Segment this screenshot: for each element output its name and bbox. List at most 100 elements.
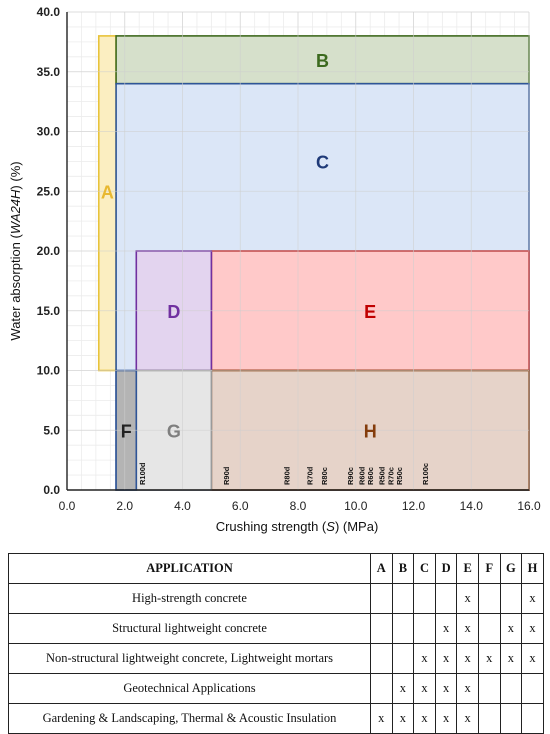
y-tick-label: 20.0 bbox=[37, 244, 61, 258]
application-mark: x bbox=[434, 613, 458, 644]
application-mark bbox=[499, 673, 523, 704]
application-mark bbox=[477, 703, 501, 734]
x-tick-label: 6.0 bbox=[232, 499, 249, 513]
application-name: Structural lightweight concrete bbox=[8, 613, 371, 644]
table-row: Structural lightweight concrete x x x x bbox=[8, 613, 544, 644]
application-mark: x bbox=[456, 583, 479, 614]
application-mark: x bbox=[434, 673, 458, 704]
x-tick-label: 8.0 bbox=[290, 499, 307, 513]
region-a bbox=[97, 35, 117, 372]
y-tick-label: 35.0 bbox=[37, 65, 61, 79]
x-tick-label: 16.0 bbox=[517, 499, 541, 513]
header-d: D bbox=[434, 553, 458, 584]
x-tick-label: 14.0 bbox=[460, 499, 484, 513]
application-mark bbox=[413, 613, 436, 644]
sample-label: R90c bbox=[346, 467, 355, 485]
x-tick-label: 4.0 bbox=[174, 499, 191, 513]
y-tick-label: 30.0 bbox=[37, 125, 61, 139]
application-mark bbox=[477, 613, 501, 644]
table-body: High-strength concrete x x Structural light… bbox=[8, 583, 544, 734]
region-label-f: F bbox=[121, 421, 132, 441]
application-mark: x bbox=[413, 673, 436, 704]
application-mark: x bbox=[391, 703, 415, 734]
header-application: APPLICATION bbox=[8, 553, 371, 584]
sample-label: R50d bbox=[378, 466, 387, 485]
application-mark: x bbox=[413, 703, 436, 734]
application-name: High-strength concrete bbox=[8, 583, 371, 614]
application-mark bbox=[434, 583, 458, 614]
sample-label: R90d bbox=[222, 466, 231, 485]
sample-label: R60d bbox=[358, 466, 367, 485]
header-e: E bbox=[456, 553, 479, 584]
application-mark bbox=[370, 583, 393, 614]
application-mark: x bbox=[477, 643, 501, 674]
sample-label: R80c bbox=[320, 467, 329, 485]
application-mark bbox=[391, 643, 415, 674]
application-mark: x bbox=[521, 583, 544, 614]
region-label-c: C bbox=[316, 152, 329, 172]
region-label-d: D bbox=[167, 302, 180, 322]
application-mark: x bbox=[456, 613, 479, 644]
y-tick-label: 10.0 bbox=[37, 364, 61, 378]
region-chart: A B C E D H G F R100d R90d R80d R70d R80c R90c R60d R6… bbox=[8, 5, 541, 534]
application-mark: x bbox=[456, 703, 479, 734]
header-h: H bbox=[521, 553, 544, 584]
application-table-container: APPLICATION A B C D E F G H High-strengt… bbox=[8, 553, 544, 734]
application-mark bbox=[477, 583, 501, 614]
application-mark: x bbox=[456, 643, 479, 674]
application-mark: x bbox=[434, 643, 458, 674]
region-label-a: A bbox=[101, 182, 114, 202]
application-mark bbox=[370, 613, 393, 644]
table-row: High-strength concrete x x bbox=[8, 583, 544, 614]
application-mark bbox=[477, 673, 501, 704]
y-tick-label: 15.0 bbox=[37, 304, 61, 318]
y-tick-label: 40.0 bbox=[37, 5, 61, 19]
header-c: C bbox=[413, 553, 436, 584]
axes bbox=[66, 12, 529, 491]
sample-label: R60c bbox=[366, 467, 375, 485]
application-mark bbox=[391, 583, 415, 614]
x-tick-label: 12.0 bbox=[402, 499, 426, 513]
sample-label: R50c bbox=[395, 467, 404, 485]
application-mark bbox=[370, 643, 393, 674]
table-row: Geotechnical Applications x x x x bbox=[8, 673, 544, 704]
application-mark: x bbox=[391, 673, 415, 704]
application-mark: x bbox=[456, 673, 479, 704]
application-mark: x bbox=[521, 613, 544, 644]
sample-label: R100d bbox=[138, 462, 147, 485]
application-mark bbox=[413, 583, 436, 614]
sample-label-layer: R100d R90d R80d R70d R80c R90c R60d R60c R50d R70… bbox=[138, 462, 430, 485]
region-label-g: G bbox=[167, 421, 181, 441]
application-name: Gardening & Landscaping, Thermal & Acous… bbox=[8, 703, 371, 734]
application-name: Geotechnical Applications bbox=[8, 673, 371, 704]
y-tick-label: 5.0 bbox=[43, 423, 60, 437]
application-mark: x bbox=[370, 703, 393, 734]
y-tick-label: 25.0 bbox=[37, 184, 61, 198]
y-axis-title: Water absorption (WA24H) (%) bbox=[8, 161, 23, 340]
application-mark bbox=[499, 583, 523, 614]
application-mark bbox=[499, 703, 523, 734]
sample-label: R70c bbox=[386, 467, 395, 485]
application-mark: x bbox=[499, 643, 523, 674]
application-mark: x bbox=[434, 703, 458, 734]
x-tick-labels: 0.0 2.0 4.0 6.0 8.0 10.0 12.0 14.0 16.0 bbox=[59, 499, 541, 513]
x-tick-label: 10.0 bbox=[344, 499, 368, 513]
header-g: G bbox=[499, 553, 523, 584]
sample-label: R80d bbox=[282, 466, 291, 485]
application-mark: x bbox=[499, 613, 523, 644]
application-mark bbox=[521, 703, 544, 734]
x-tick-label: 0.0 bbox=[59, 499, 76, 513]
application-mark bbox=[370, 673, 393, 704]
application-mark bbox=[391, 613, 415, 644]
x-tick-label: 2.0 bbox=[116, 499, 133, 513]
table-row: Gardening & Landscaping, Thermal & Acous… bbox=[8, 703, 544, 734]
sample-label: R70d bbox=[306, 466, 315, 485]
application-mark bbox=[521, 673, 544, 704]
x-axis-title: Crushing strength (S) (MPa) bbox=[216, 519, 379, 534]
application-mark: x bbox=[413, 643, 436, 674]
region-layer bbox=[97, 35, 530, 491]
application-table: APPLICATION A B C D E F G H High-strengt… bbox=[8, 553, 544, 734]
header-a: A bbox=[370, 553, 393, 584]
region-letter-layer: A B C E D H G F bbox=[101, 51, 377, 441]
table-row: Non-structural lightweight concrete, Lig… bbox=[8, 643, 544, 674]
